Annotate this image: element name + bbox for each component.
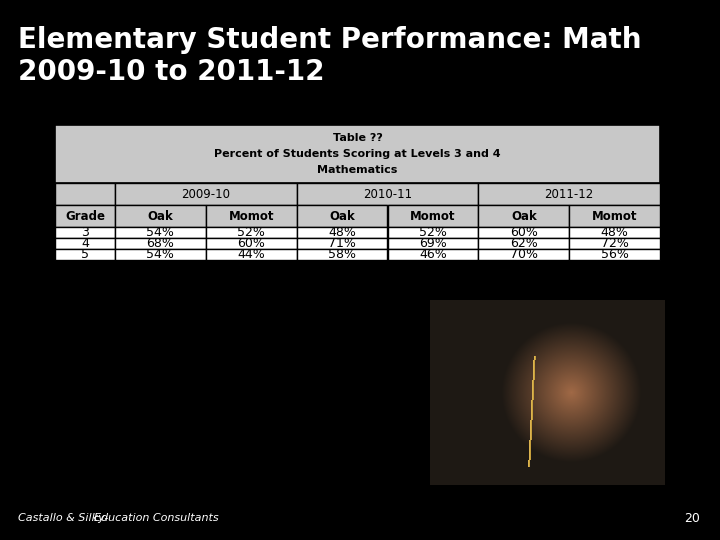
- Text: Castallo & Silky-: Castallo & Silky-: [18, 513, 109, 523]
- Text: 2009-10 to 2011-12: 2009-10 to 2011-12: [18, 58, 325, 86]
- Bar: [55, 183, 115, 205]
- Bar: [55, 249, 115, 260]
- Bar: [297, 205, 387, 227]
- Bar: [387, 205, 478, 227]
- Bar: [297, 183, 478, 205]
- Bar: [55, 227, 115, 238]
- Text: 46%: 46%: [419, 248, 447, 261]
- Text: Momot: Momot: [228, 210, 274, 222]
- Bar: [387, 227, 478, 238]
- Text: 72%: 72%: [600, 237, 629, 250]
- Text: 54%: 54%: [146, 226, 174, 239]
- Bar: [478, 183, 660, 205]
- Text: 20: 20: [684, 511, 700, 524]
- Bar: [115, 183, 297, 205]
- Text: Elementary Student Performance: Math: Elementary Student Performance: Math: [18, 26, 642, 54]
- Text: 62%: 62%: [510, 237, 538, 250]
- Bar: [115, 227, 206, 238]
- Bar: [206, 227, 297, 238]
- Bar: [297, 227, 387, 238]
- Text: 70%: 70%: [510, 248, 538, 261]
- Text: 48%: 48%: [600, 226, 629, 239]
- Text: Education Consultants: Education Consultants: [94, 513, 219, 523]
- Text: 3: 3: [81, 226, 89, 239]
- Text: Momot: Momot: [410, 210, 456, 222]
- Bar: [478, 227, 570, 238]
- Bar: [206, 205, 297, 227]
- Bar: [387, 238, 478, 249]
- Bar: [570, 238, 660, 249]
- Text: Oak: Oak: [148, 210, 174, 222]
- Text: 54%: 54%: [146, 248, 174, 261]
- Text: 60%: 60%: [510, 226, 538, 239]
- Bar: [478, 249, 570, 260]
- Text: Grade: Grade: [65, 210, 105, 222]
- Text: Percent of Students Scoring at Levels 3 and 4: Percent of Students Scoring at Levels 3 …: [214, 149, 501, 159]
- Text: Mathematics: Mathematics: [318, 165, 397, 176]
- Bar: [115, 205, 206, 227]
- Bar: [478, 205, 570, 227]
- Text: 2011-12: 2011-12: [544, 187, 594, 200]
- Bar: [55, 205, 115, 227]
- Text: 60%: 60%: [238, 237, 265, 250]
- Text: Momot: Momot: [592, 210, 637, 222]
- Bar: [55, 238, 115, 249]
- Bar: [570, 205, 660, 227]
- Text: 4: 4: [81, 237, 89, 250]
- Text: 2009-10: 2009-10: [181, 187, 230, 200]
- Text: 56%: 56%: [600, 248, 629, 261]
- Text: Oak: Oak: [511, 210, 536, 222]
- Text: 5: 5: [81, 248, 89, 261]
- Bar: [55, 125, 660, 260]
- Text: Table ??: Table ??: [333, 133, 382, 143]
- Text: 68%: 68%: [146, 237, 174, 250]
- Bar: [206, 238, 297, 249]
- Bar: [297, 238, 387, 249]
- Bar: [115, 249, 206, 260]
- Text: 71%: 71%: [328, 237, 356, 250]
- Bar: [570, 249, 660, 260]
- Text: 2010-11: 2010-11: [363, 187, 412, 200]
- Text: 48%: 48%: [328, 226, 356, 239]
- Text: 44%: 44%: [238, 248, 265, 261]
- Text: 52%: 52%: [419, 226, 447, 239]
- Bar: [115, 238, 206, 249]
- Bar: [206, 249, 297, 260]
- Bar: [570, 227, 660, 238]
- Bar: [55, 125, 660, 183]
- Bar: [297, 249, 387, 260]
- Bar: [478, 238, 570, 249]
- Bar: [387, 249, 478, 260]
- Text: 69%: 69%: [419, 237, 447, 250]
- Text: Oak: Oak: [329, 210, 355, 222]
- Text: 52%: 52%: [238, 226, 265, 239]
- Text: 58%: 58%: [328, 248, 356, 261]
